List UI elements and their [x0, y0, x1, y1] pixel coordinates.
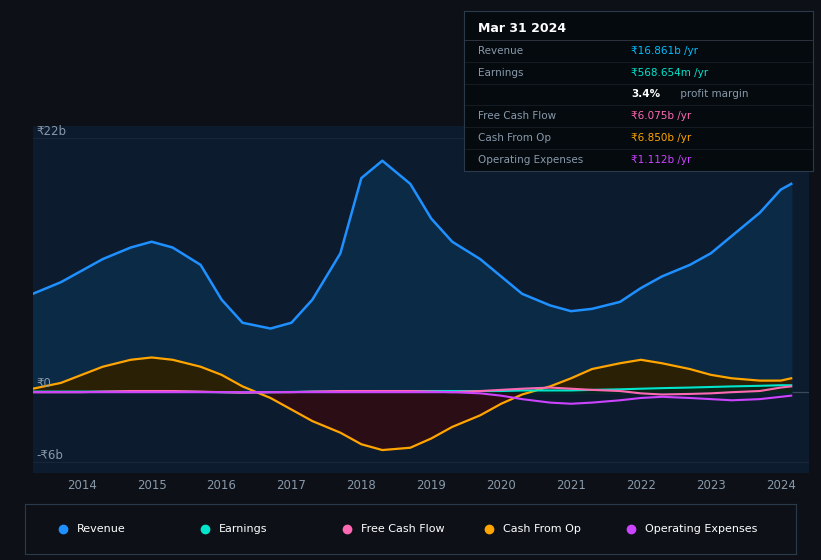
- Text: profit margin: profit margin: [677, 90, 748, 100]
- Text: Operating Expenses: Operating Expenses: [478, 155, 583, 165]
- Text: Earnings: Earnings: [219, 524, 268, 534]
- Text: Cash From Op: Cash From Op: [503, 524, 581, 534]
- Text: Cash From Op: Cash From Op: [478, 133, 551, 143]
- Text: ₹22b: ₹22b: [36, 124, 67, 138]
- Text: Free Cash Flow: Free Cash Flow: [361, 524, 445, 534]
- Text: Earnings: Earnings: [478, 68, 523, 78]
- Text: Mar 31 2024: Mar 31 2024: [478, 22, 566, 35]
- Text: Revenue: Revenue: [77, 524, 126, 534]
- Text: ₹568.654m /yr: ₹568.654m /yr: [631, 68, 709, 78]
- Text: -₹6b: -₹6b: [36, 449, 63, 461]
- Text: 3.4%: 3.4%: [631, 90, 660, 100]
- Text: ₹6.850b /yr: ₹6.850b /yr: [631, 133, 691, 143]
- Text: Free Cash Flow: Free Cash Flow: [478, 111, 556, 122]
- Text: Revenue: Revenue: [478, 46, 523, 56]
- Text: Operating Expenses: Operating Expenses: [645, 524, 758, 534]
- Text: ₹6.075b /yr: ₹6.075b /yr: [631, 111, 691, 122]
- Text: ₹0: ₹0: [36, 377, 51, 390]
- Text: ₹1.112b /yr: ₹1.112b /yr: [631, 155, 692, 165]
- Text: ₹16.861b /yr: ₹16.861b /yr: [631, 46, 699, 56]
